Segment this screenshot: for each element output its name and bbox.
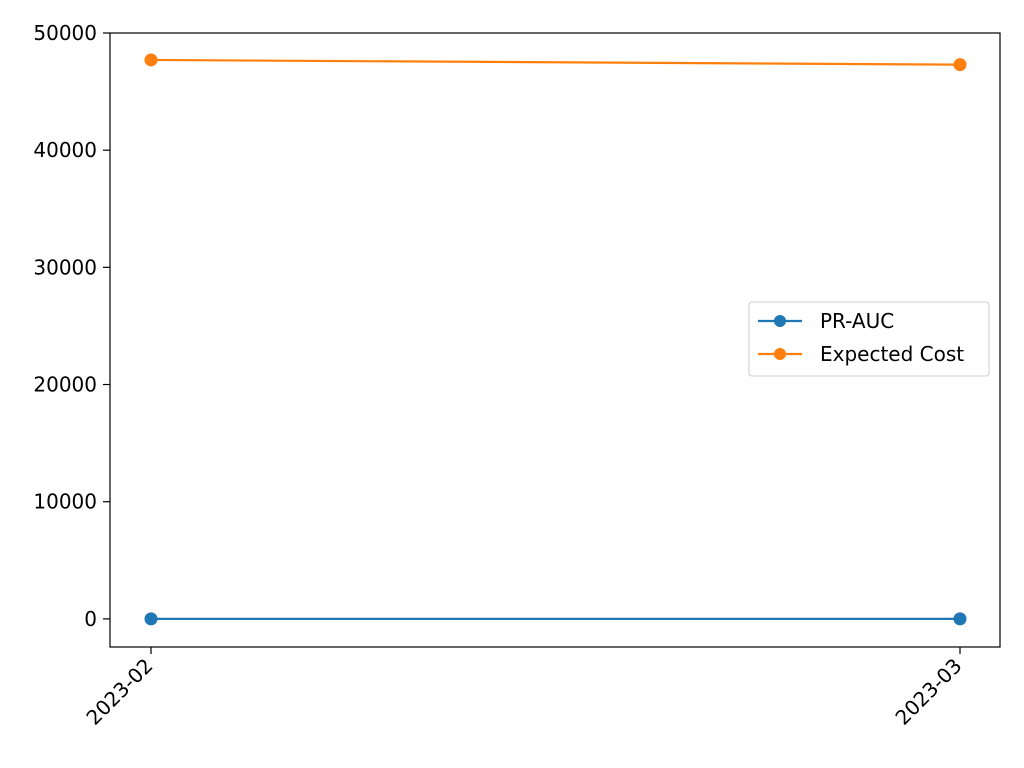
y-tick-label: 20000 (33, 373, 97, 397)
legend-swatch-marker (774, 315, 786, 327)
y-tick-label: 0 (84, 607, 97, 631)
plot-area (144, 53, 967, 626)
y-tick-label: 10000 (33, 490, 97, 514)
y-tick-label: 40000 (33, 138, 97, 162)
series-line-2 (150, 58, 961, 66)
axes-frame (109, 32, 1001, 648)
legend: PR-AUC Expected Cost (748, 301, 990, 377)
legend-swatch-marker (774, 348, 786, 360)
data-point-series-1 (144, 612, 158, 626)
legend-label: Expected Cost (820, 342, 964, 366)
y-tick-label: 50000 (33, 21, 97, 45)
data-point-series-2 (144, 53, 158, 67)
data-point-series-1 (953, 612, 967, 626)
legend-label: PR-AUC (820, 309, 894, 333)
y-tick-label: 30000 (33, 255, 97, 279)
legend-frame (748, 301, 990, 377)
data-point-series-2 (953, 58, 967, 72)
